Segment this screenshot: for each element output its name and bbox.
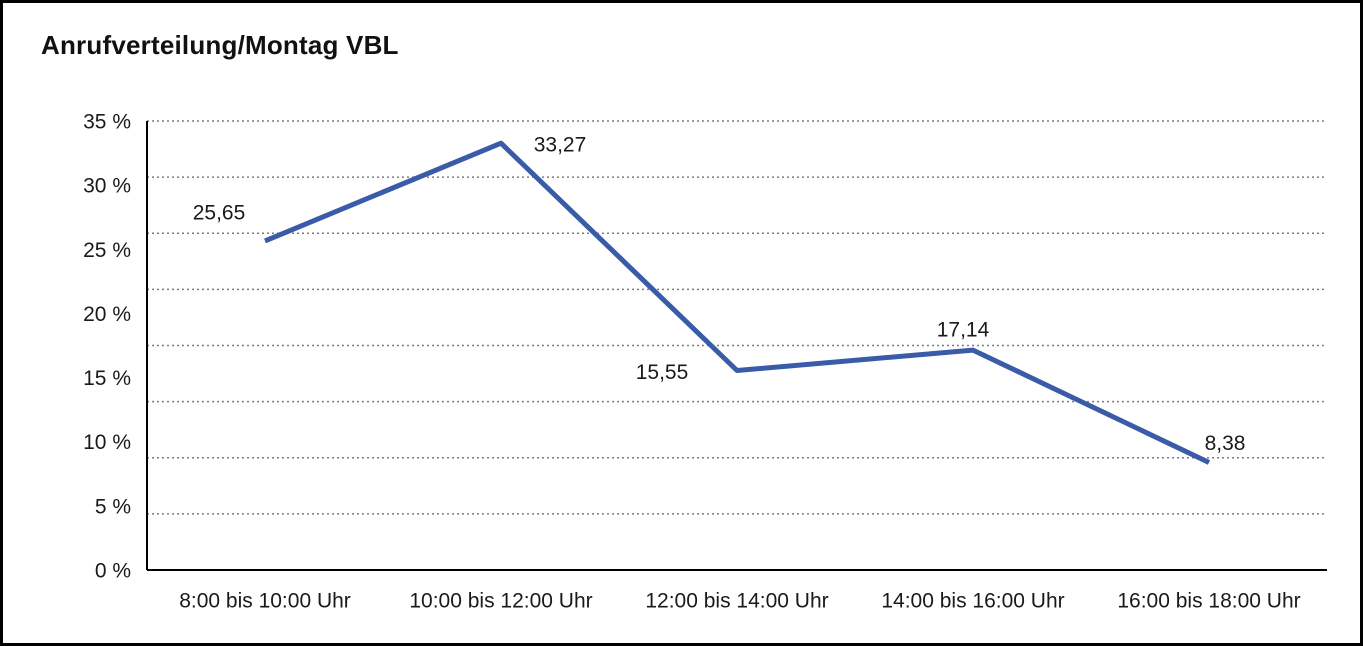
data-point-value-label: 25,65	[193, 201, 246, 224]
line-chart: 35 % 30 % 25 % 20 % 15 % 10 % 5 % 0 % 8:00 bis 1…	[83, 111, 1327, 613]
y-axis-tick-label: 30 %	[83, 175, 131, 198]
chart-title: Anrufverteilung/Montag VBL	[41, 30, 399, 60]
x-axis-category-label: 8:00 bis 10:00 Uhr	[179, 590, 351, 613]
x-axis-category-label: 14:00 bis 16:00 Uhr	[881, 590, 1064, 613]
y-axis-tick-label: 5 %	[95, 495, 131, 518]
y-axis-tick-label: 20 %	[83, 303, 131, 326]
data-point-value-label: 15,55	[636, 361, 689, 384]
y-axis-tick-label: 35 %	[83, 111, 131, 134]
data-series-line	[264, 140, 1211, 465]
data-point-value-label: 33,27	[534, 134, 587, 157]
x-axis-category-label: 12:00 bis 14:00 Uhr	[645, 590, 828, 613]
y-axis-tick-label: 0 %	[95, 560, 131, 583]
x-axis-category-label: 16:00 bis 18:00 Uhr	[1117, 590, 1300, 613]
y-axis-tick-label: 10 %	[83, 431, 131, 454]
x-axis-category-label: 10:00 bis 12:00 Uhr	[409, 590, 592, 613]
data-point-value-label: 8,38	[1205, 432, 1246, 455]
y-axis-tick-label: 25 %	[83, 239, 131, 262]
y-axis-tick-label: 15 %	[83, 367, 131, 390]
data-point-value-label: 17,14	[937, 319, 990, 342]
